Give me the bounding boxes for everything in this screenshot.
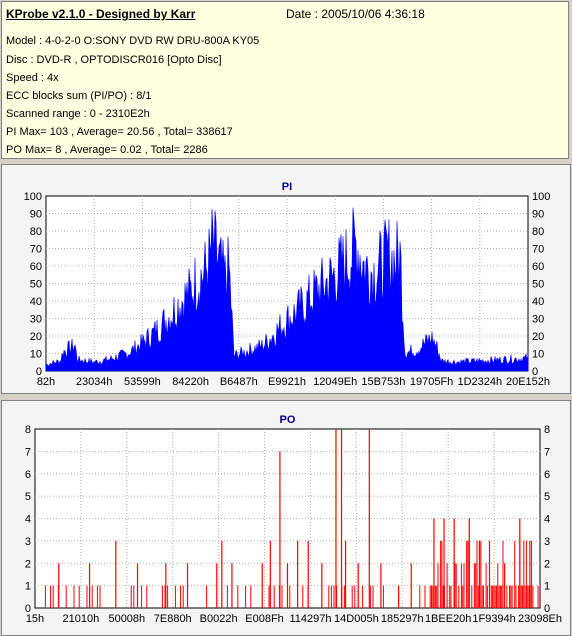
y-tick-right: 0 [544, 603, 550, 615]
y-tick-right: 4 [544, 514, 550, 526]
y-tick-right: 3 [544, 536, 550, 548]
chart-title: PI [282, 181, 292, 193]
y-tick-right: 70 [532, 244, 544, 256]
x-tick-label: B0022h [200, 613, 238, 625]
x-tick-label: E008Fh [245, 613, 284, 625]
x-tick-label: 185297h [381, 613, 424, 625]
y-tick-right: 0 [532, 366, 538, 378]
y-tick-left: 6 [25, 469, 31, 481]
x-tick-label: 84220h [172, 376, 209, 388]
speed-line: Speed : 4x [6, 72, 59, 84]
y-tick-left: 70 [30, 244, 42, 256]
y-tick-right: 100 [532, 191, 550, 203]
scan-date: Date : 2005/10/06 4:36:18 [286, 7, 425, 21]
x-tick-label: B6487h [220, 376, 258, 388]
pi-chart-panel: PI 0 0 10 10 20 20 30 30 40 40 50 50 60 60 70 70 80 80 90 90… [1, 164, 571, 394]
y-tick-right: 20 [532, 331, 544, 343]
y-tick-left: 1 [25, 581, 31, 593]
x-tick-label: 12049Eh [313, 376, 357, 388]
y-tick-right: 1 [544, 581, 550, 593]
y-tick-right: 50 [532, 279, 544, 291]
y-tick-left: 10 [30, 349, 42, 361]
x-tick-label: 15h [26, 613, 44, 625]
y-tick-left: 30 [30, 314, 42, 326]
x-tick-label: 1D2324h [457, 376, 502, 388]
y-tick-left: 90 [30, 209, 42, 221]
x-tick-label: 14D005h [334, 613, 379, 625]
pi-chart: PI 0 0 10 10 20 20 30 30 40 40 50 50 60 60 70 70 80 80 90 90… [24, 181, 551, 388]
y-tick-left: 2 [25, 558, 31, 570]
y-tick-right: 40 [532, 296, 544, 308]
y-tick-left: 50 [30, 279, 42, 291]
x-tick-label: 1BEE20h [425, 613, 471, 625]
x-tick-label: 19705Fh [410, 376, 453, 388]
y-tick-left: 20 [30, 331, 42, 343]
y-tick-right: 60 [532, 261, 544, 273]
po-chart: PO 0 0 1 1 2 2 3 3 4 4 5 5 6 6 7 7 8 8 15h 21010h 50008h 7E880… [25, 414, 562, 625]
chart-title: PO [280, 414, 296, 426]
x-tick-label: 114297h [289, 613, 331, 625]
y-tick-right: 7 [544, 446, 550, 458]
pi-summary-line: PI Max= 103 , Average= 20.56 , Total= 33… [6, 126, 233, 138]
x-tick-label: E9921h [268, 376, 306, 388]
y-tick-left: 8 [25, 424, 31, 436]
y-tick-right: 2 [544, 558, 550, 570]
y-tick-right: 5 [544, 491, 550, 503]
y-tick-right: 90 [532, 209, 544, 221]
model-line: Model : 4-0-2-0 O:SONY DVD RW DRU-800A K… [6, 35, 260, 47]
x-tick-label: 20E152h [506, 376, 550, 388]
x-tick-label: 23034h [76, 376, 113, 388]
disc-line: Disc : DVD-R , OPTODISCR016 [Opto Disc] [6, 54, 222, 66]
y-tick-left: 0 [25, 603, 31, 615]
y-tick-right: 30 [532, 314, 544, 326]
x-tick-label: 7E880h [154, 613, 192, 625]
y-tick-right: 6 [544, 469, 550, 481]
app-title: KProbe v2.1.0 - Designed by Karr [6, 7, 196, 21]
ecc-line: ECC blocks sum (PI/PO) : 8/1 [6, 90, 152, 102]
x-tick-label: 21010h [63, 613, 100, 625]
x-tick-label: 53599h [124, 376, 161, 388]
y-tick-left: 100 [24, 191, 42, 203]
pi-area [45, 207, 529, 372]
x-tick-label: 1F9394h [472, 613, 515, 625]
pi-series [45, 207, 529, 372]
y-tick-left: 80 [30, 226, 42, 238]
y-tick-right: 8 [544, 424, 550, 436]
y-tick-left: 60 [30, 261, 42, 273]
x-tick-label: 15B753h [361, 376, 405, 388]
y-tick-left: 40 [30, 296, 42, 308]
po-series [44, 429, 539, 608]
disc-info-panel: KProbe v2.1.0 - Designed by Karr Date : … [1, 1, 569, 159]
x-tick-label: 23098Eh [518, 613, 562, 625]
range-line: Scanned range : 0 - 2310E2h [6, 108, 150, 120]
y-tick-left: 0 [36, 366, 42, 378]
y-tick-left: 5 [25, 491, 31, 503]
y-tick-right: 80 [532, 226, 544, 238]
po-noise [44, 540, 539, 608]
y-tick-left: 4 [25, 514, 31, 526]
x-tick-label: 50008h [108, 613, 145, 625]
po-summary-line: PO Max= 8 , Average= 0.02 , Total= 2286 [6, 144, 208, 156]
po-chart-panel: PO 0 0 1 1 2 2 3 3 4 4 5 5 6 6 7 7 8 8 15h 21010h 50008h 7E880… [1, 400, 571, 636]
y-tick-left: 3 [25, 536, 31, 548]
y-tick-left: 7 [25, 446, 31, 458]
y-tick-right: 10 [532, 349, 544, 361]
x-tick-label: 82h [37, 376, 55, 388]
